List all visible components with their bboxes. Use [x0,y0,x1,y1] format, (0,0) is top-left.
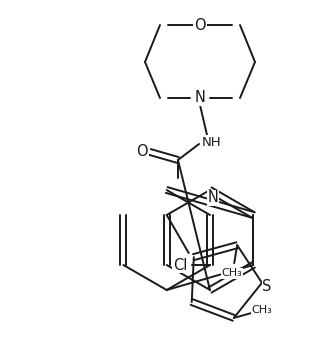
Text: CH₃: CH₃ [252,305,272,315]
Text: Cl: Cl [173,257,187,272]
Text: O: O [194,17,206,33]
Text: N: N [195,90,205,105]
Text: N: N [208,190,218,205]
Text: NH: NH [202,136,222,149]
Text: S: S [262,279,272,294]
Text: O: O [136,144,148,159]
Text: CH₃: CH₃ [222,268,243,278]
